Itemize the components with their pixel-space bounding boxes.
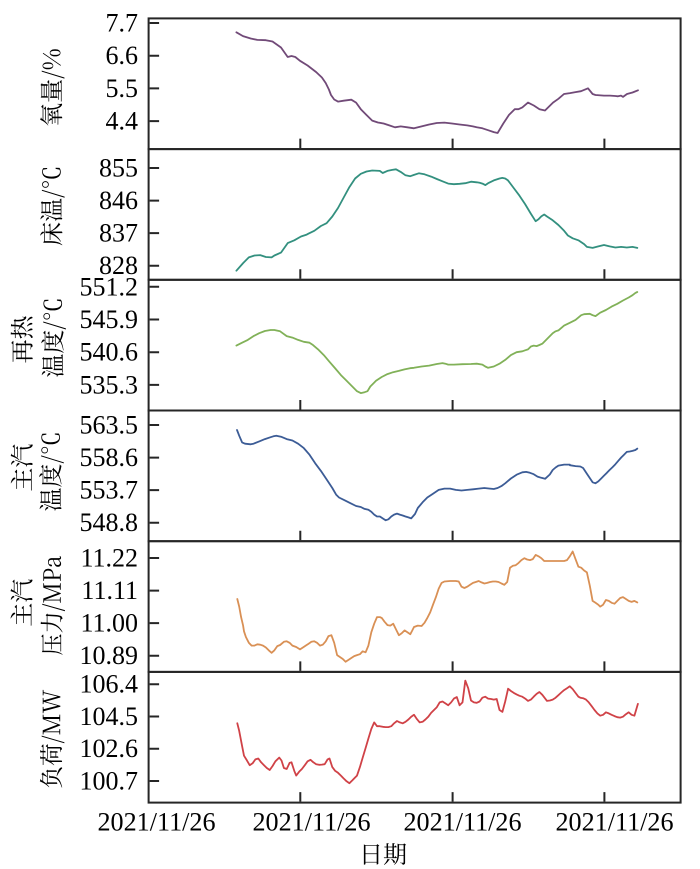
svg-text:11.11: 11.11 xyxy=(81,576,138,605)
svg-text:106.4: 106.4 xyxy=(80,670,139,699)
svg-text:540.6: 540.6 xyxy=(80,338,139,367)
svg-text:2021/11/26: 2021/11/26 xyxy=(98,808,216,837)
svg-text:545.9: 545.9 xyxy=(80,305,139,334)
svg-text:535.3: 535.3 xyxy=(80,370,139,399)
svg-text:551.2: 551.2 xyxy=(80,272,139,301)
svg-text:563.5: 563.5 xyxy=(80,411,139,440)
svg-text:102.6: 102.6 xyxy=(80,734,139,763)
svg-text:558.6: 558.6 xyxy=(80,443,139,472)
svg-text:5.5: 5.5 xyxy=(106,74,139,103)
svg-text:2021/11/26: 2021/11/26 xyxy=(253,808,371,837)
svg-text:4.4: 4.4 xyxy=(106,107,139,136)
svg-text:837: 837 xyxy=(99,219,138,248)
svg-text:11.22: 11.22 xyxy=(80,544,138,573)
svg-text:7.7: 7.7 xyxy=(106,9,139,38)
svg-text:553.7: 553.7 xyxy=(80,476,139,505)
svg-text:846: 846 xyxy=(99,186,138,215)
svg-text:100.7: 100.7 xyxy=(80,767,139,796)
svg-text:11.00: 11.00 xyxy=(80,609,138,638)
svg-text:104.5: 104.5 xyxy=(80,702,139,731)
svg-text:2021/11/26: 2021/11/26 xyxy=(404,808,522,837)
svg-text:548.8: 548.8 xyxy=(80,508,139,537)
svg-text:2021/11/26: 2021/11/26 xyxy=(556,808,674,837)
svg-text:10.89: 10.89 xyxy=(80,641,139,670)
svg-text:828: 828 xyxy=(99,251,138,280)
svg-text:855: 855 xyxy=(99,154,138,183)
svg-text:6.6: 6.6 xyxy=(106,41,139,70)
